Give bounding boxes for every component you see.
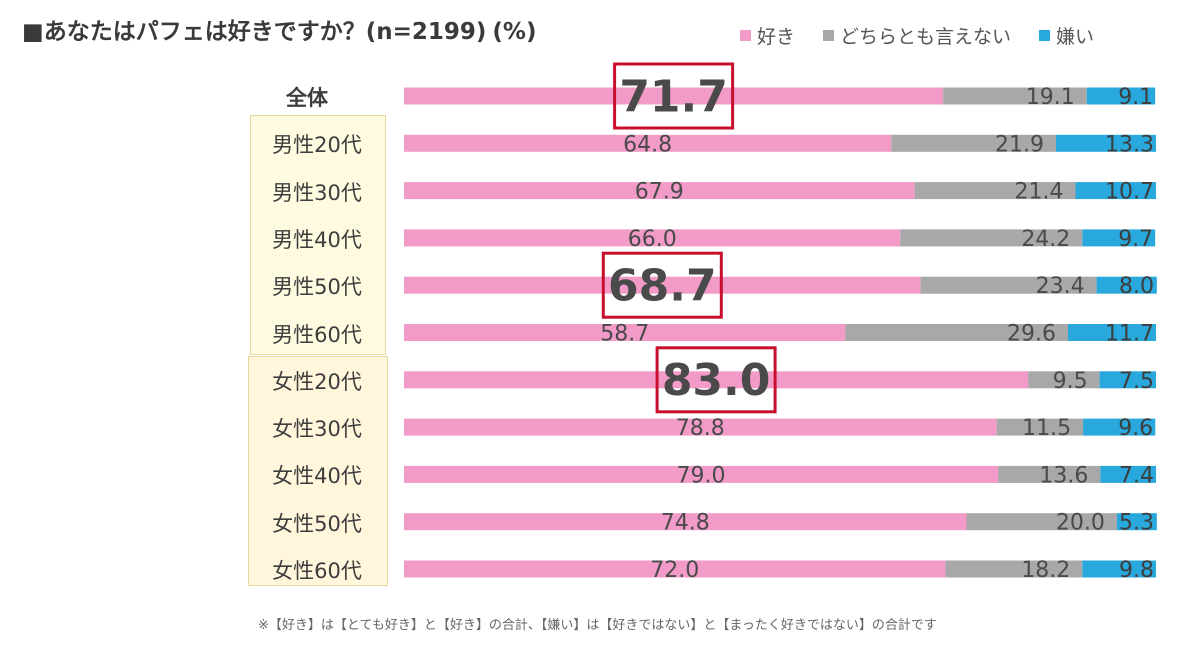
data-label: 74.8 — [661, 511, 710, 536]
bar-segment — [1100, 465, 1156, 483]
data-label: 9.1 — [1118, 85, 1153, 110]
female-group-box — [248, 356, 388, 586]
category-label: 男性20代 — [272, 133, 362, 158]
bar-segment — [1082, 560, 1156, 578]
data-label: 8.0 — [1119, 274, 1154, 299]
bar-segment — [404, 465, 999, 483]
bar-segment — [945, 560, 1083, 578]
chart-title: ■あなたはパフェは好きですか？(n=2199) (%) — [22, 12, 537, 46]
bar-segment — [1056, 134, 1156, 152]
bar-segment — [966, 513, 1117, 531]
data-label: 24.2 — [1021, 227, 1070, 252]
bar-segment — [1116, 513, 1157, 531]
category-label: 女性30代 — [272, 417, 362, 442]
bar-segment — [404, 418, 997, 436]
category-label: 女性50代 — [272, 511, 362, 536]
chart-unit: (%) — [492, 19, 537, 45]
bar-segment — [404, 276, 921, 294]
category-label: 女性40代 — [272, 464, 362, 489]
bar-segment — [1083, 418, 1156, 436]
bar-segment — [1075, 182, 1156, 200]
bar-segment — [900, 229, 1083, 247]
data-label: 64.8 — [623, 132, 672, 157]
bar-segment — [404, 182, 915, 200]
bar-segment — [1068, 324, 1156, 341]
data-label: 58.7 — [600, 322, 649, 347]
category-label: 男性60代 — [272, 322, 362, 347]
bar-segment — [404, 87, 944, 105]
data-label: 11.5 — [1022, 416, 1071, 441]
bar-segment — [996, 418, 1084, 436]
data-label: 9.6 — [1118, 416, 1153, 441]
data-label: 13.6 — [1039, 463, 1088, 488]
bar-segment — [404, 513, 967, 531]
data-label: 7.5 — [1119, 369, 1154, 394]
bar-segment — [914, 182, 1076, 200]
category-label: 男性40代 — [272, 227, 362, 252]
data-label: 9.8 — [1119, 558, 1154, 583]
category-label: 女性60代 — [272, 559, 362, 583]
bar-segment — [404, 371, 1029, 389]
bar-segment — [1082, 229, 1156, 247]
data-label: 83.0 — [662, 355, 771, 406]
category-label: 男性50代 — [272, 275, 362, 300]
chart-title-text: ■あなたはパフェは好きですか？(n=2199) — [22, 19, 487, 45]
data-label: 21.4 — [1015, 180, 1064, 205]
category-label: 女性20代 — [272, 369, 362, 394]
data-label: 71.7 — [619, 71, 728, 122]
legend-label-dislike: 嫌い — [1056, 26, 1095, 48]
data-label: 9.7 — [1118, 227, 1153, 252]
data-label: 21.9 — [995, 132, 1044, 157]
bar-segment — [404, 229, 901, 247]
legend-swatch-dislike — [1039, 30, 1051, 41]
bar-segment — [920, 276, 1097, 294]
data-label: 68.7 — [608, 261, 717, 312]
category-label: 全体 — [286, 86, 328, 110]
data-label: 9.5 — [1053, 369, 1088, 394]
bar-segment — [404, 560, 946, 578]
data-label: 66.0 — [628, 227, 677, 252]
bar-segment — [891, 134, 1056, 152]
data-label: 29.6 — [1007, 322, 1056, 347]
highlight-box — [601, 251, 723, 319]
category-label: 男性30代 — [272, 180, 362, 205]
legend-swatch-like — [740, 30, 751, 41]
data-label: 78.8 — [676, 416, 725, 441]
bar-segment — [845, 324, 1068, 341]
bar-segment — [998, 465, 1101, 483]
male-group-box — [250, 115, 386, 355]
data-label: 23.4 — [1036, 274, 1085, 299]
legend-item-dislike: 嫌い — [1039, 22, 1094, 49]
data-label: 19.1 — [1026, 85, 1075, 110]
highlight-box — [655, 346, 777, 414]
legend-label-like: 好き — [757, 26, 796, 48]
footnote: ※【好き】は【とても好き】と【好き】の合計、【嫌い】は【好きではない】と【まった… — [258, 618, 937, 633]
bar-segment — [1028, 371, 1100, 389]
bar-segment — [1099, 371, 1156, 389]
data-label: 79.0 — [677, 463, 726, 488]
legend-swatch-neutral — [823, 30, 835, 41]
legend-item-like: 好き — [740, 22, 795, 49]
data-label: 67.9 — [635, 180, 684, 205]
bar-segment — [943, 87, 1087, 105]
bar-segment — [404, 324, 846, 341]
highlight-box — [613, 62, 735, 130]
data-label: 18.2 — [1021, 558, 1070, 583]
data-label: 7.4 — [1119, 463, 1154, 488]
data-label: 13.3 — [1105, 132, 1154, 157]
bar-segment — [1096, 276, 1157, 294]
bar-segment — [1086, 87, 1156, 105]
chart-legend: 好き どちらとも言えない 嫌い — [740, 22, 1094, 49]
data-label: 5.3 — [1119, 511, 1154, 536]
data-label: 10.7 — [1105, 180, 1154, 205]
data-label: 11.7 — [1105, 322, 1154, 347]
data-label: 20.0 — [1056, 511, 1105, 536]
legend-label-neutral: どちらとも言えない — [840, 26, 1012, 48]
legend-item-neutral: どちらとも言えない — [823, 22, 1011, 49]
bar-segment — [404, 134, 892, 152]
data-label: 72.0 — [650, 558, 699, 583]
